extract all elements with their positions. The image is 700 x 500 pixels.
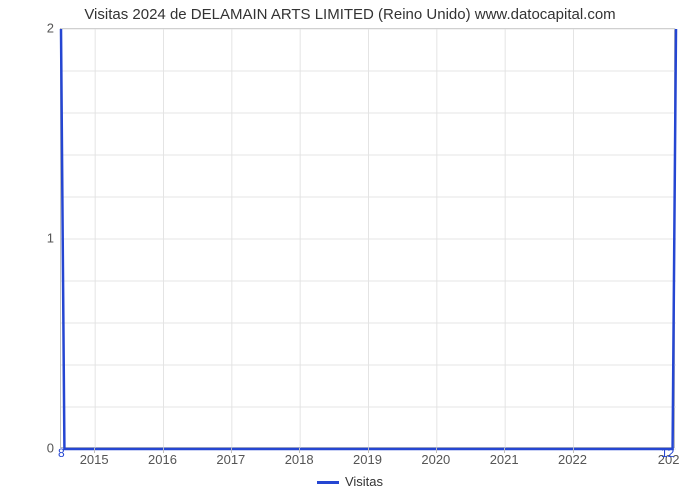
x-tick-label: 2017 xyxy=(216,452,245,467)
chart-svg xyxy=(61,29,676,449)
chart-title: Visitas 2024 de DELAMAIN ARTS LIMITED (R… xyxy=(0,6,700,23)
x-tick-mark xyxy=(231,448,232,453)
right-endpoint-value: 12 xyxy=(661,446,674,460)
x-tick-label: 2016 xyxy=(148,452,177,467)
x-tick-mark xyxy=(504,448,505,453)
y-tick-label: 2 xyxy=(14,21,54,36)
x-tick-mark xyxy=(299,448,300,453)
x-tick-label: 2019 xyxy=(353,452,382,467)
x-tick-label: 2018 xyxy=(285,452,314,467)
x-tick-label: 2022 xyxy=(558,452,587,467)
x-tick-mark xyxy=(94,448,95,453)
legend: Visitas xyxy=(0,474,700,489)
x-tick-mark xyxy=(368,448,369,453)
legend-label: Visitas xyxy=(345,474,383,489)
y-tick-label: 1 xyxy=(14,231,54,246)
chart-container: Visitas 2024 de DELAMAIN ARTS LIMITED (R… xyxy=(0,0,700,500)
x-tick-label: 2015 xyxy=(80,452,109,467)
x-tick-mark xyxy=(573,448,574,453)
x-tick-mark xyxy=(436,448,437,453)
y-tick-label: 0 xyxy=(14,441,54,456)
x-tick-label: 2020 xyxy=(421,452,450,467)
x-tick-mark xyxy=(163,448,164,453)
left-endpoint-value: 8 xyxy=(58,446,65,460)
x-tick-label: 2021 xyxy=(490,452,519,467)
legend-swatch xyxy=(317,481,339,484)
plot-area xyxy=(60,28,675,448)
